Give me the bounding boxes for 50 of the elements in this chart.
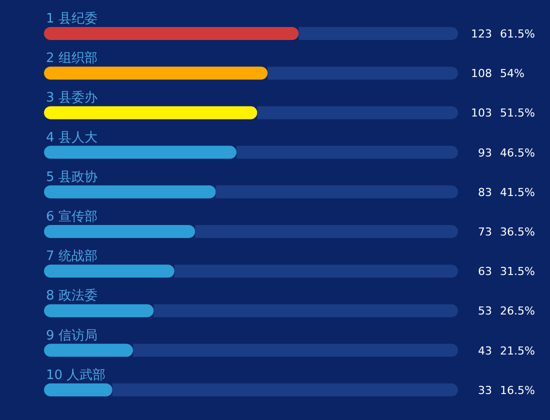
text: 26.5% <box>500 304 535 318</box>
data-label: 83 <box>478 186 492 199</box>
bar <box>44 304 154 318</box>
bar <box>44 344 134 357</box>
data-label: 73 <box>478 226 492 238</box>
y-tick-label: 7 统战部 <box>46 249 98 264</box>
text: 61.5% <box>500 28 535 40</box>
text: 31.5% <box>500 265 535 278</box>
bar <box>133 344 458 357</box>
text: 16.5% <box>500 384 535 397</box>
bar <box>268 66 458 80</box>
bar <box>257 106 458 120</box>
data-label: 43 <box>478 344 492 358</box>
y-tick-label: 4 县人大 <box>46 130 98 146</box>
y-tick-label: 2 组织部 <box>46 51 98 66</box>
y-tick-label: 5 县政协 <box>46 170 98 185</box>
text: 41.5% <box>500 186 535 199</box>
bar <box>236 146 458 159</box>
bar <box>44 66 268 80</box>
y-tick-label: 9 信访局 <box>46 327 98 344</box>
y-tick-label: 6 宣传部 <box>46 208 98 224</box>
data-label: 53 <box>478 304 492 318</box>
bar <box>112 383 458 396</box>
bar <box>216 185 458 198</box>
bar <box>154 304 458 318</box>
data-label: 103 <box>471 106 492 120</box>
data-label: 63 <box>478 265 492 278</box>
data-label: 93 <box>478 146 492 160</box>
data-label: 123 <box>471 28 492 40</box>
y-tick-label: 1 县纪委 <box>46 12 98 26</box>
bar <box>44 106 258 120</box>
y-tick-label: 10 人武部 <box>46 368 106 383</box>
bar <box>195 225 458 238</box>
data-label: 108 <box>471 67 492 80</box>
text: 21.5% <box>500 344 535 358</box>
text: 36.5% <box>500 226 535 238</box>
bar <box>44 264 174 278</box>
bar <box>44 146 237 159</box>
text: 46.5% <box>500 146 535 160</box>
data-label: 33 <box>478 384 492 397</box>
bar <box>44 185 216 198</box>
bar <box>44 27 299 40</box>
bar <box>174 264 458 278</box>
bar <box>298 27 458 40</box>
y-tick-label: 3 县委办 <box>46 90 98 106</box>
text: 54% <box>500 67 524 80</box>
text: 51.5% <box>500 106 535 120</box>
y-tick-label: 8 政法委 <box>46 288 98 304</box>
bar <box>44 225 196 238</box>
bar <box>44 383 112 396</box>
